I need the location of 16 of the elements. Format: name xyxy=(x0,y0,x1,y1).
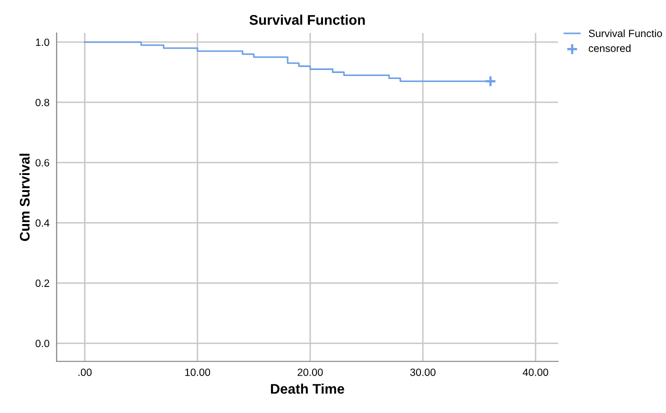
x-tick-label: 30.00 xyxy=(410,368,436,376)
y-tick-label: 0.8 xyxy=(36,98,50,106)
y-tick-label: 0.2 xyxy=(36,280,50,287)
y-tick-label: 0.0 xyxy=(36,340,50,348)
y-tick-label: 0.4 xyxy=(36,219,50,227)
x-axis-title: Death Time xyxy=(270,384,344,394)
x-tick-label: 10.00 xyxy=(185,368,210,376)
legend-label: Survival Functio xyxy=(588,29,662,38)
y-axis-title: Cum Survival xyxy=(19,154,30,242)
x-tick-label: 40.00 xyxy=(522,368,548,376)
x-tick-label: 20.00 xyxy=(298,368,323,376)
legend-label: censored xyxy=(588,44,630,52)
chart-title: Survival Function xyxy=(250,14,365,25)
x-tick-label: .00 xyxy=(78,368,92,376)
y-tick-label: 0.6 xyxy=(36,159,50,166)
y-tick-label: 1.0 xyxy=(36,38,50,46)
